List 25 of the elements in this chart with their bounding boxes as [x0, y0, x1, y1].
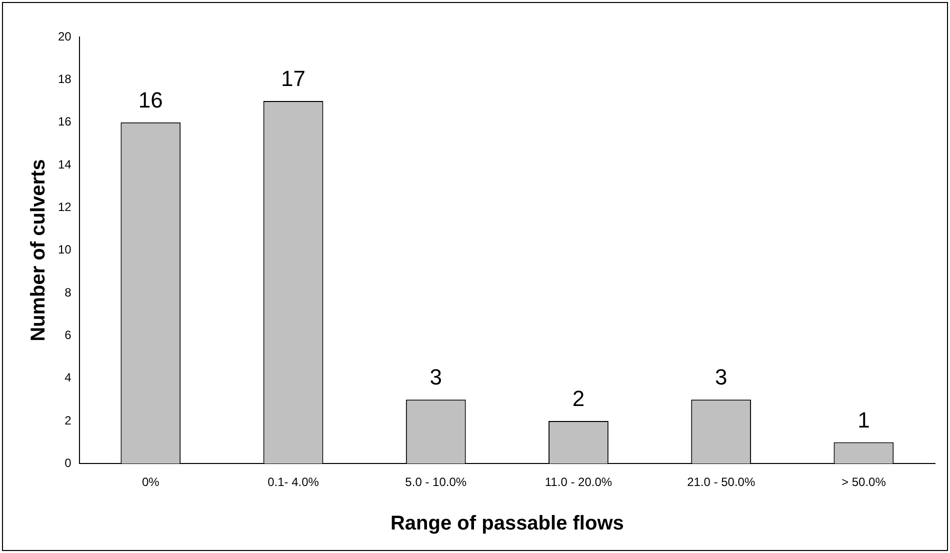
- data-label: 2: [572, 386, 585, 412]
- data-label: 3: [430, 364, 442, 390]
- x-tick-label: 0.1- 4.0%: [268, 475, 320, 490]
- y-axis-title: Number of culverts: [28, 159, 50, 342]
- x-tick-label: 21.0 - 50.0%: [687, 475, 756, 490]
- y-tick-label: 10: [58, 242, 72, 257]
- y-tick-label: 12: [58, 200, 72, 214]
- y-tick-label: 18: [58, 72, 72, 86]
- x-tick-label: 5.0 - 10.0%: [405, 475, 467, 490]
- y-tick-label: 6: [64, 328, 72, 342]
- data-label: 3: [714, 364, 728, 390]
- y-tick-label: 0: [64, 456, 72, 470]
- x-tick-label: 11.0 - 20.0%: [544, 475, 612, 490]
- x-axis-title: Range of passable flows: [390, 512, 624, 535]
- data-label: 1: [858, 407, 870, 432]
- data-label: 17: [281, 66, 306, 92]
- y-tick-label: 4: [64, 370, 72, 385]
- y-tick-label: 14: [58, 157, 72, 172]
- y-tick-label: 20: [58, 29, 72, 44]
- y-tick-label: 2: [64, 413, 72, 428]
- data-label: 16: [138, 87, 163, 112]
- x-tick-label: 0%: [142, 475, 160, 490]
- y-tick-label: 8: [64, 285, 72, 300]
- y-tick-label: 16: [58, 114, 72, 129]
- x-tick-label: > 50.0%: [842, 475, 886, 490]
